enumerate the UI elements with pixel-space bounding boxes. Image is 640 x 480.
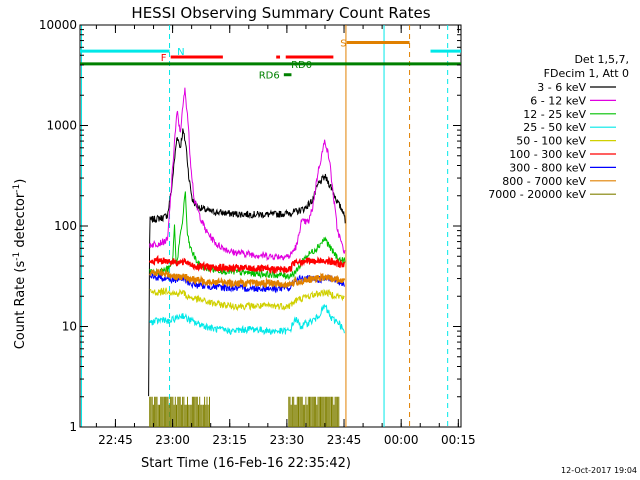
series-bursts-7000-20000-kev-0 (149, 396, 210, 427)
x-tick-label: 00:00 (384, 433, 419, 447)
legend-label-300-800-kev: 300 - 800 keV (509, 161, 586, 174)
y-axis-ticks: 1 10 100 1000 10000 (39, 18, 461, 434)
legend-label-100-300-kev: 100 - 300 keV (509, 148, 586, 161)
flag-label-rd6: RD6 (259, 71, 280, 82)
legend-label-50-100-kev: 50 - 100 keV (516, 135, 586, 148)
series-line-800-7000-kev (149, 267, 346, 289)
chart-title: HESSI Observing Summary Count Rates (131, 4, 430, 22)
x-tick-label: 23:30 (270, 433, 305, 447)
legend-label-800-7000-kev: 800 - 7000 keV (502, 175, 586, 188)
y-tick-label: 10000 (39, 18, 77, 32)
series-line-3-6-kev (148, 128, 346, 397)
legend-label-12-25-kev: 12 - 25 keV (523, 108, 586, 121)
y-axis-label-part1: Count Rate (s (13, 261, 28, 350)
y-tick-label: 1000 (46, 119, 77, 133)
y-tick-label: 100 (54, 219, 77, 233)
y-axis-label: Count Rate (s-1 detector-1) (12, 179, 28, 350)
y-axis-label-sup2: -1 (12, 184, 22, 193)
flag-label-n: N (177, 47, 184, 58)
flag-label-rd0: RD0 (291, 60, 312, 71)
legend-header-line1: Det 1,5,7, (574, 53, 629, 66)
series-line-6-12-kev (149, 87, 346, 262)
x-tick-label: 23:45 (327, 433, 362, 447)
x-tick-label: 23:15 (212, 433, 247, 447)
plot-area: NF S RD0 RD6 (79, 24, 462, 428)
y-tick-label: 1 (69, 420, 77, 434)
y-tick-label: 10 (62, 320, 77, 334)
series-line-50-100-kev (149, 287, 345, 312)
legend-header-line2: FDecim 1, Att 0 (544, 67, 629, 80)
x-axis-label: Start Time (16-Feb-16 22:35:42) (141, 456, 351, 471)
y-axis-label-part2: detector (13, 192, 28, 252)
x-axis-ticks: 22:45 23:00 23:15 23:30 23:45 00:00 00:15 (95, 25, 476, 447)
flag-label-f: F (161, 53, 167, 64)
series-line-25-50-kev (149, 303, 345, 336)
series-bursts-7000-20000-kev-1 (288, 396, 340, 427)
x-tick-label: 23:00 (155, 433, 190, 447)
x-tick-label: 00:15 (441, 433, 476, 447)
x-tick-label: 22:45 (98, 433, 133, 447)
legend-label-3-6-kev: 3 - 6 keV (537, 81, 586, 94)
flag-label-s: S (340, 38, 346, 49)
footer-timestamp: 12-Oct-2017 19:04 (561, 466, 637, 475)
y-axis-label-part3: ) (13, 179, 28, 184)
legend-label-25-50-kev: 25 - 50 keV (523, 121, 586, 134)
series-line-12-25-kev (149, 191, 346, 281)
legend-label-6-12-kev: 6 - 12 keV (530, 94, 586, 107)
legend-label-7000-20000-kev: 7000 - 20000 keV (488, 188, 586, 201)
y-axis-label-sup1: -1 (12, 252, 22, 261)
series-line-100-300-kev (148, 254, 346, 275)
